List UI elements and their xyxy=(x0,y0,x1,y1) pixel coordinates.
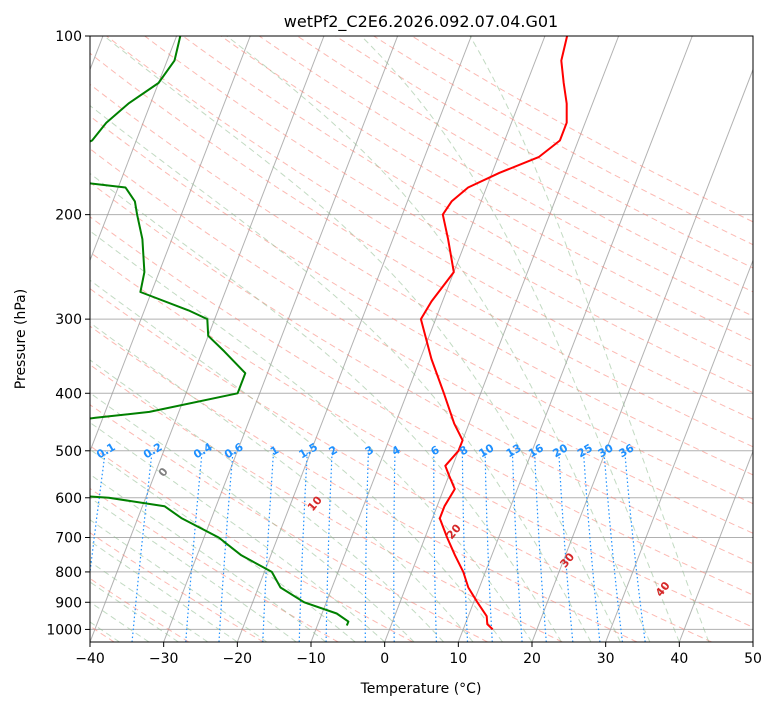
y-tick-label: 200 xyxy=(55,208,82,224)
mixing-ratio-line xyxy=(511,450,523,642)
dry-adiabat-line xyxy=(90,216,753,596)
moist-adiabat-line xyxy=(90,322,474,642)
dry-adiabat-line xyxy=(90,52,753,448)
y-tick-label: 100 xyxy=(55,29,82,45)
y-tick-label: 800 xyxy=(55,565,82,581)
y-tick-label: 300 xyxy=(55,312,82,328)
mixing-ratio-line xyxy=(603,450,623,642)
dry-adiabat-line xyxy=(90,404,488,642)
dry-adiabat-line xyxy=(220,36,753,342)
y-tick-label: 900 xyxy=(55,595,82,611)
y-tick-label: 600 xyxy=(55,491,82,507)
chart-title: wetPf2_C2E6.2026.092.07.04.G01 xyxy=(284,12,558,32)
mixing-ratio-line xyxy=(624,450,646,642)
moist-adiabat-line xyxy=(90,392,415,642)
moist-adiabat-line xyxy=(469,36,710,642)
moist-adiabat-line xyxy=(90,421,386,642)
mixing-ratio-line xyxy=(582,450,601,642)
isotherm-line xyxy=(531,68,753,642)
moist-adiabat-line xyxy=(90,448,356,642)
moist-adiabat-line xyxy=(90,561,209,642)
dewpoint-profile-line xyxy=(90,36,350,626)
isotherm-line xyxy=(605,258,753,642)
y-tick-label: 500 xyxy=(55,444,82,460)
x-tick-label: −30 xyxy=(149,651,179,667)
dry-adiabat-line xyxy=(90,115,753,505)
moist-adiabat-line xyxy=(90,519,268,642)
mixing-ratio-line xyxy=(218,450,234,642)
y-tick-label: 700 xyxy=(55,531,82,547)
plot-frame xyxy=(89,35,754,643)
x-tick-label: 20 xyxy=(523,651,541,667)
moist-adiabat-line xyxy=(90,230,533,642)
dry-adiabat-line xyxy=(297,36,753,293)
mixing-ratio-line xyxy=(131,450,153,642)
isotherm-line xyxy=(163,36,399,642)
mixing-ratio-line xyxy=(185,450,203,642)
mixing-ratio-line xyxy=(533,450,547,642)
dry-adiabat-line xyxy=(90,487,339,642)
dry-adiabat-line xyxy=(90,181,753,565)
temperature-profile-line xyxy=(419,36,569,631)
moist-adiabat-line xyxy=(90,473,327,642)
isotherm-line xyxy=(90,36,251,453)
x-tick-label: −10 xyxy=(296,651,326,667)
moist-adiabat-line xyxy=(360,36,680,642)
y-tick-label: 400 xyxy=(55,386,82,402)
dry-adiabat-line xyxy=(90,364,563,642)
moist-adiabat-line xyxy=(90,359,444,642)
x-tick-label: −40 xyxy=(75,651,105,667)
mixing-ratio-line xyxy=(90,450,106,578)
mixing-ratio-line xyxy=(558,450,574,642)
isotherm-line xyxy=(457,36,693,642)
x-tick-label: 50 xyxy=(744,651,762,667)
moist-adiabat-line xyxy=(90,279,503,642)
x-tick-label: 10 xyxy=(449,651,467,667)
mixing-ratio-line xyxy=(262,450,275,642)
moist-adiabat-line xyxy=(226,36,651,642)
y-axis-title: Pressure (hPa) xyxy=(13,289,29,389)
x-tick-label: 30 xyxy=(597,651,615,667)
moist-adiabat-line xyxy=(90,581,179,642)
x-tick-label: 0 xyxy=(380,651,389,667)
y-tick-label: 1000 xyxy=(46,622,82,638)
isotherm-line xyxy=(678,449,753,642)
dry-adiabat-line xyxy=(90,532,264,642)
mixing-ratio-line xyxy=(484,450,493,642)
x-axis-title: Temperature (°C) xyxy=(360,681,482,697)
moist-adiabat-line xyxy=(90,497,297,642)
moist-adiabat-line xyxy=(90,172,562,642)
dry-adiabat-line xyxy=(90,445,414,642)
x-tick-label: 40 xyxy=(670,651,688,667)
moist-adiabat-line xyxy=(103,36,621,642)
dry-adiabat-line xyxy=(90,83,753,476)
isotherm-line xyxy=(236,36,472,642)
isotherm-line xyxy=(384,36,620,642)
isotherm-line xyxy=(90,36,178,262)
x-tick-label: −20 xyxy=(223,651,253,667)
moist-adiabat-line xyxy=(90,540,238,642)
isotherm-line xyxy=(90,36,325,642)
dry-adiabat-line xyxy=(90,251,753,628)
moist-adiabat-line xyxy=(90,104,592,642)
